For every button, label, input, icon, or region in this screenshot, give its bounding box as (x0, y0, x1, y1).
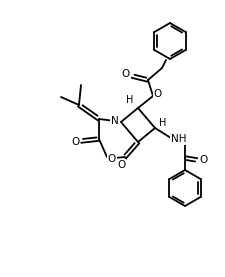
Text: N: N (111, 116, 119, 126)
Text: H: H (159, 118, 167, 128)
Text: H: H (126, 95, 134, 105)
Text: O: O (154, 89, 162, 99)
Text: O: O (199, 155, 207, 165)
Text: O: O (108, 154, 116, 164)
Text: O: O (122, 69, 130, 79)
Text: O: O (71, 137, 79, 147)
Text: O: O (117, 160, 125, 170)
Text: NH: NH (171, 134, 187, 144)
